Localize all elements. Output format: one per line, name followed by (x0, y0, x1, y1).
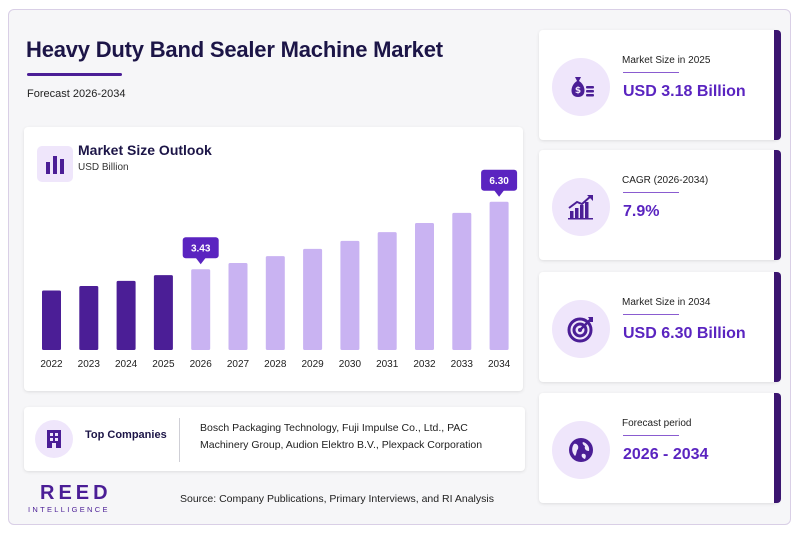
bar-chart-icon (37, 146, 73, 182)
title-underline (27, 73, 122, 76)
x-tick-label-2026: 2026 (190, 359, 213, 370)
stat-value: 2026 - 2034 (623, 446, 709, 463)
callout-pointer (195, 257, 206, 265)
bar-2029 (303, 248, 323, 350)
stat-rule (623, 435, 679, 436)
globe-icon (552, 421, 610, 479)
x-tick-label-2028: 2028 (264, 359, 287, 370)
bar-2031 (377, 232, 397, 350)
source-note: Source: Company Publications, Primary In… (180, 493, 494, 505)
bar-2026 (191, 269, 211, 350)
x-tick-label-2024: 2024 (115, 359, 138, 370)
x-tick-label-2025: 2025 (152, 359, 175, 370)
bar-chart: 2022 2023 2024 2025 2026 3.43 2027 2028 2029 2030… (40, 169, 518, 370)
logo-name: REED (40, 482, 112, 504)
top-companies-card: Top Companies Bosch Packaging Technology… (24, 407, 525, 471)
stat-rule (623, 192, 679, 193)
stat-label: Market Size in 2034 (622, 297, 711, 308)
bar-2032 (415, 222, 434, 350)
x-tick-label-2029: 2029 (301, 359, 324, 370)
bar-2024 (116, 280, 136, 350)
top-companies-list: Bosch Packaging Technology, Fuji Impulse… (200, 422, 483, 451)
callout-pointer (494, 190, 505, 197)
data-label-2034: 6.30 (489, 176, 509, 187)
stat-card-market-2034: Market Size in 2034 USD 6.30 Billion (539, 272, 781, 382)
stat-rule (623, 72, 679, 73)
x-tick-label-2031: 2031 (376, 359, 399, 370)
divider (179, 418, 180, 462)
x-tick-label-2022: 2022 (40, 359, 63, 370)
stat-value: 7.9% (623, 203, 660, 220)
money-bag-icon: $ (552, 58, 610, 116)
callout-box (481, 169, 518, 191)
top-companies-label: Top Companies (85, 429, 167, 441)
svg-text:$: $ (575, 86, 581, 96)
growth-chart-icon (552, 178, 610, 236)
page-subtitle: Forecast 2026-2034 (27, 88, 126, 100)
x-tick-label-2023: 2023 (78, 359, 101, 370)
stat-value: USD 3.18 Billion (623, 83, 746, 100)
bar-2033 (452, 212, 472, 350)
logo-subtitle: INTELLIGENCE (28, 505, 110, 514)
bar-2027 (228, 262, 248, 350)
x-tick-label-2032: 2032 (413, 359, 436, 370)
x-tick-label-2034: 2034 (488, 359, 511, 370)
stat-value: USD 6.30 Billion (623, 325, 746, 342)
callout-2034: 6.30 (481, 169, 518, 197)
chart-card: Market Size Outlook USD Billion 2022 2023… (24, 127, 523, 391)
bar-2022 (42, 290, 61, 350)
stat-label: Forecast period (622, 418, 692, 429)
stat-card-forecast-period: Forecast period 2026 - 2034 (539, 393, 781, 503)
page-title: Heavy Duty Band Sealer Machine Market (26, 37, 443, 62)
x-tick-label-2027: 2027 (227, 359, 250, 370)
callout-2026: 3.43 (182, 237, 219, 265)
building-icon (35, 420, 73, 458)
bar-2028 (265, 256, 285, 350)
stat-label: Market Size in 2025 (622, 55, 711, 66)
chart-unit: USD Billion (78, 162, 129, 173)
bar-2025 (153, 275, 173, 350)
stat-card-cagr: CAGR (2026-2034) 7.9% (539, 150, 781, 260)
target-icon (552, 300, 610, 358)
bar-2030 (340, 240, 360, 350)
bar-2023 (79, 286, 99, 350)
x-tick-label-2030: 2030 (339, 359, 362, 370)
callout-box (182, 237, 219, 259)
stat-rule (623, 314, 679, 315)
stat-label: CAGR (2026-2034) (622, 175, 709, 186)
bar-2034 (489, 201, 509, 350)
chart-title: Market Size Outlook (78, 142, 212, 158)
stat-card-market-2025: $ Market Size in 2025 USD 3.18 Billion (539, 30, 781, 140)
x-tick-label-2033: 2033 (451, 359, 474, 370)
data-label-2026: 3.43 (191, 243, 211, 254)
